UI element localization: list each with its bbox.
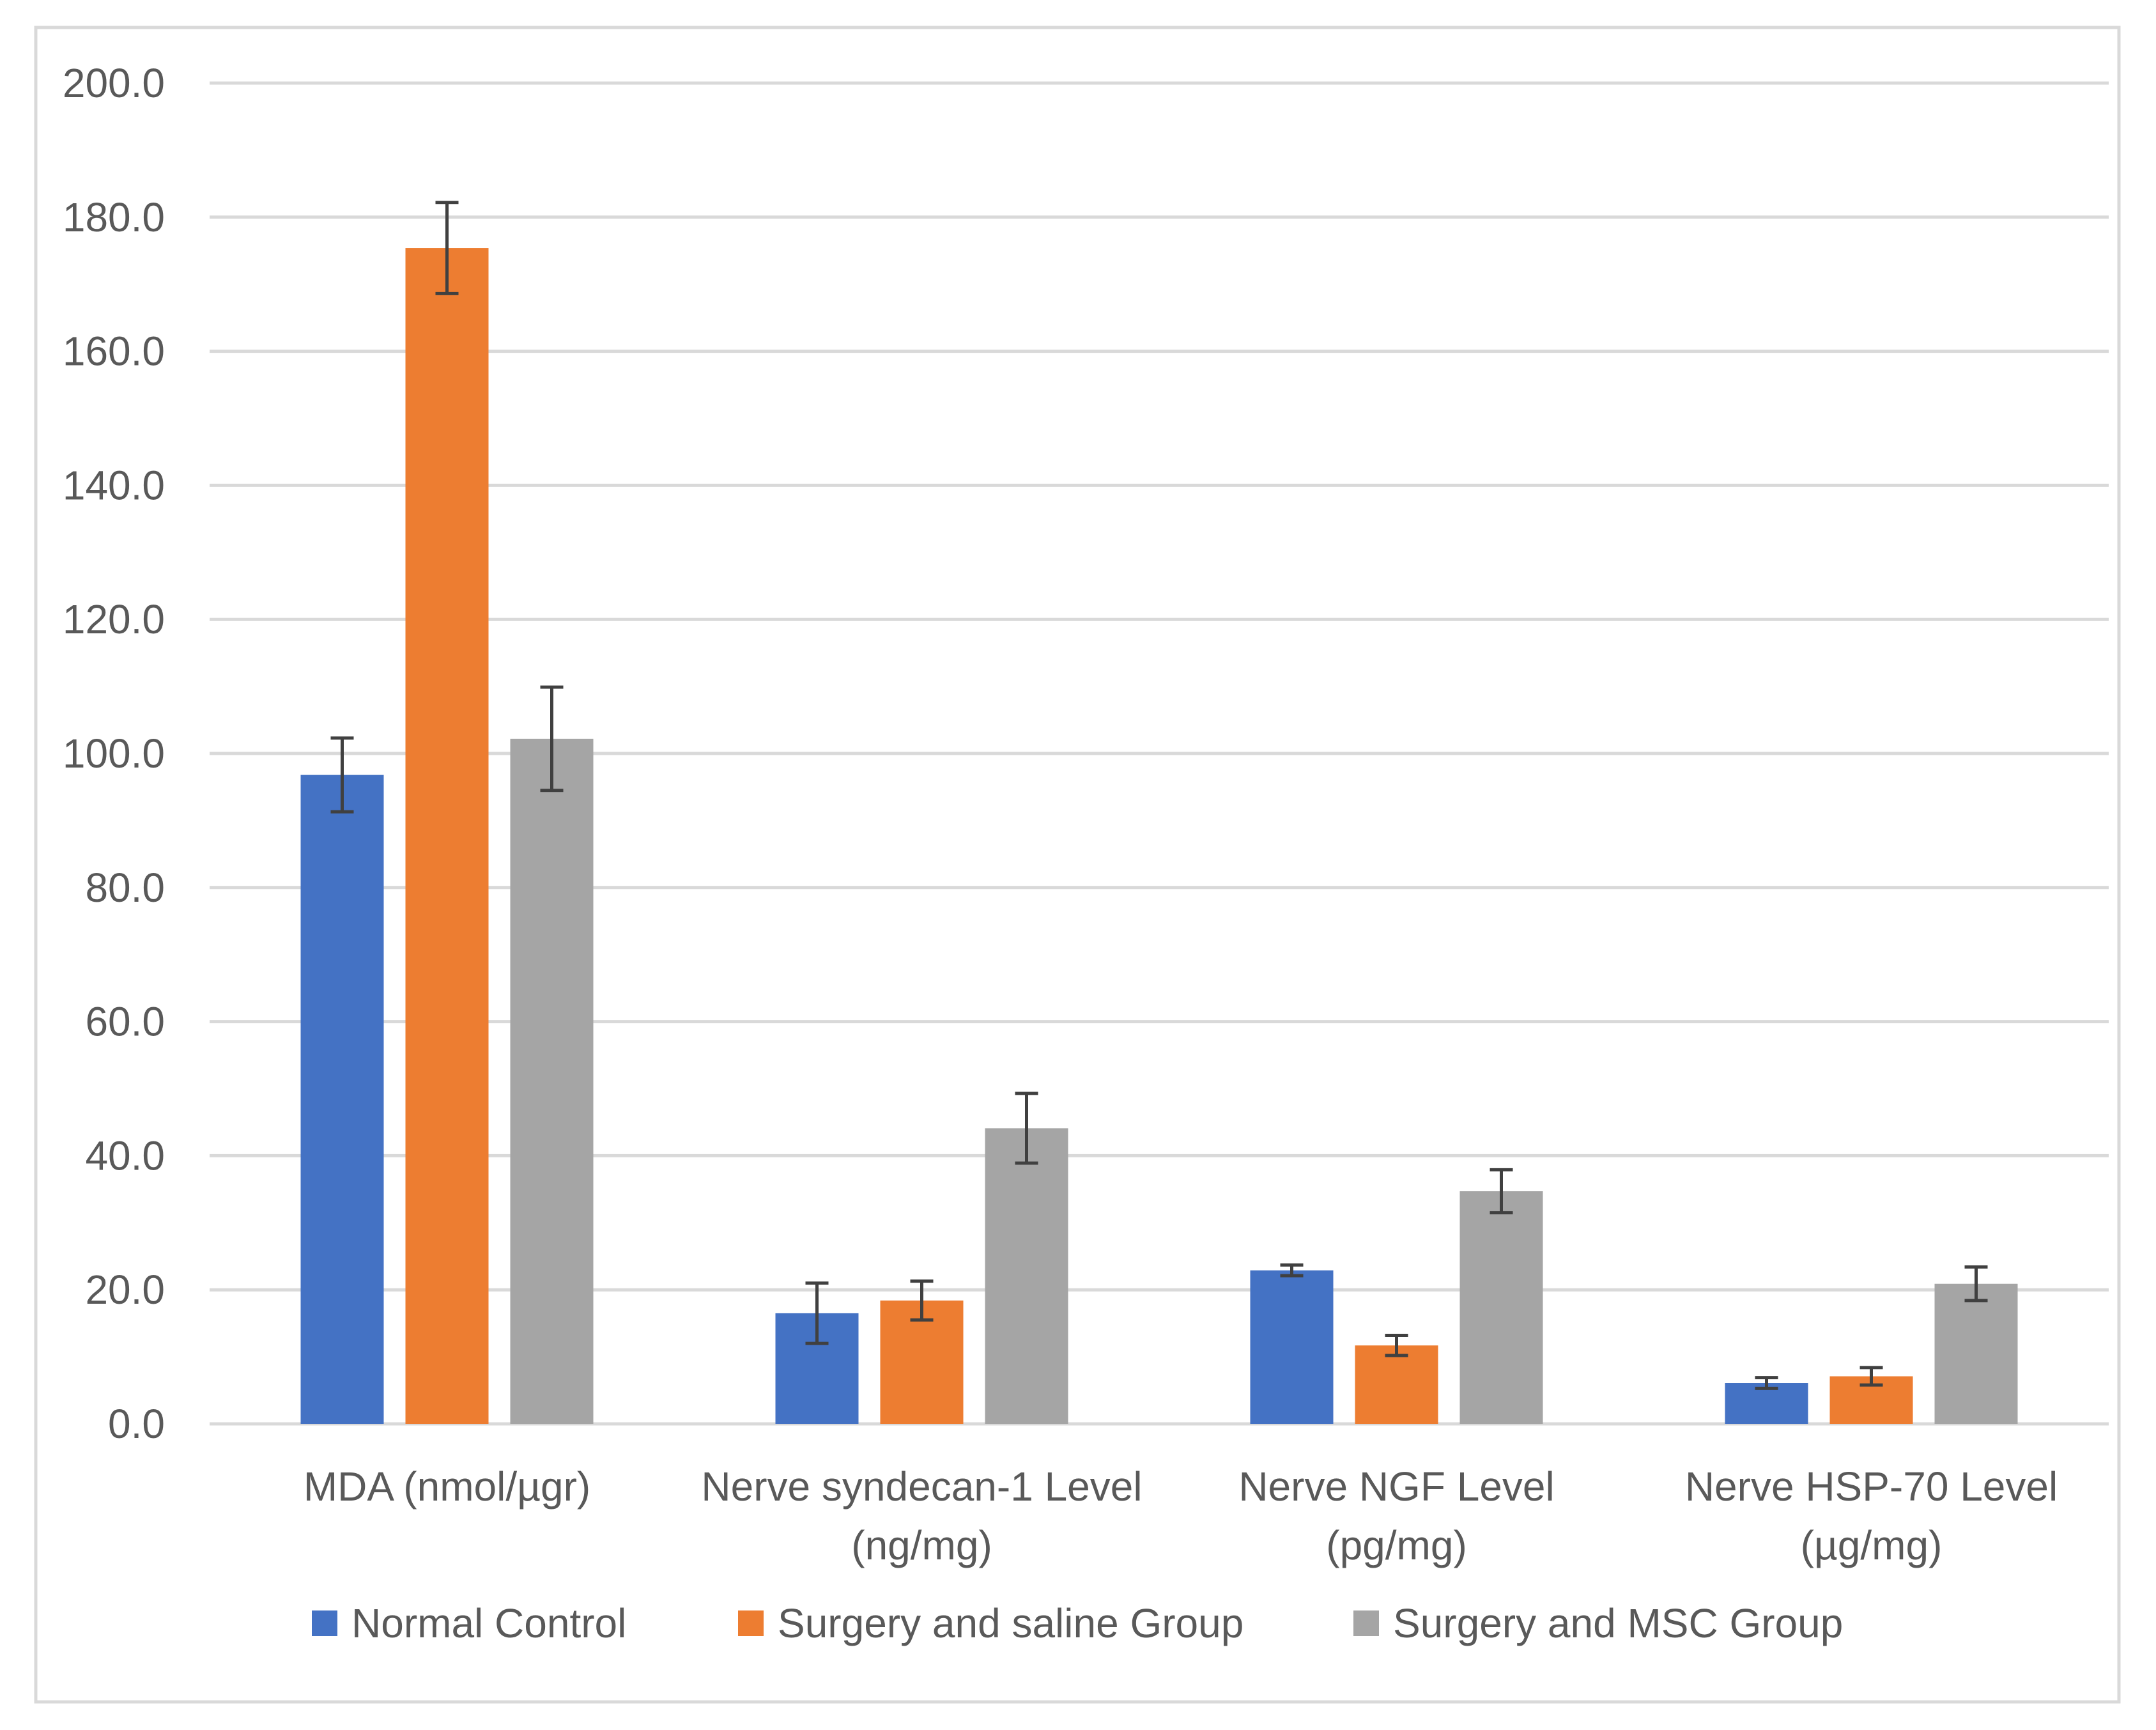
y-tick-label: 160.0 bbox=[63, 328, 165, 375]
y-tick-label: 80.0 bbox=[85, 865, 165, 911]
bar bbox=[1459, 1191, 1543, 1424]
y-axis-ticks: 0.0 20.0 40.0 60.0 80.0 100.0 120.0 140.0 160.0 1… bbox=[63, 60, 165, 1447]
legend-swatch bbox=[312, 1610, 337, 1636]
y-tick-label: 120.0 bbox=[63, 596, 165, 642]
legend-swatch bbox=[738, 1610, 764, 1636]
x-category-label: Nerve HSP-70 Level bbox=[1685, 1464, 2058, 1510]
bar bbox=[1355, 1345, 1438, 1424]
x-axis-categories: MDA (nmol/µgr) Nerve syndecan-1 Level (ng/… bbox=[304, 1464, 2058, 1568]
bar bbox=[985, 1128, 1068, 1424]
bars bbox=[300, 248, 2018, 1425]
legend-swatch bbox=[1353, 1610, 1379, 1636]
x-category-label: MDA (nmol/µgr) bbox=[304, 1464, 590, 1510]
legend-label: Surgery and MSC Group bbox=[1393, 1600, 1843, 1646]
bar bbox=[1934, 1283, 2018, 1424]
y-tick-label: 40.0 bbox=[85, 1132, 165, 1178]
bar bbox=[510, 738, 594, 1424]
legend-item: Surgery and saline Group bbox=[738, 1600, 1244, 1646]
legend-label: Normal Control bbox=[351, 1600, 626, 1646]
legend-item: Normal Control bbox=[312, 1600, 626, 1646]
x-category-label: Nerve NGF Level bbox=[1238, 1464, 1554, 1510]
y-tick-label: 100.0 bbox=[63, 730, 165, 776]
bar bbox=[405, 248, 489, 1425]
y-tick-label: 140.0 bbox=[63, 462, 165, 508]
legend: Normal Control Surgery and saline Group Su… bbox=[312, 1600, 1843, 1646]
y-tick-label: 200.0 bbox=[63, 60, 165, 106]
x-category-label: (µg/mg) bbox=[1801, 1522, 1943, 1568]
y-tick-label: 180.0 bbox=[63, 194, 165, 240]
bar bbox=[300, 775, 384, 1424]
x-category-label: (pg/mg) bbox=[1326, 1522, 1467, 1568]
y-tick-label: 20.0 bbox=[85, 1267, 165, 1313]
legend-item: Surgery and MSC Group bbox=[1353, 1600, 1843, 1646]
legend-label: Surgery and saline Group bbox=[778, 1600, 1244, 1646]
y-tick-label: 0.0 bbox=[108, 1401, 165, 1447]
bar bbox=[1250, 1270, 1334, 1424]
y-tick-label: 60.0 bbox=[85, 999, 165, 1045]
error-bars bbox=[330, 201, 1988, 1390]
x-category-label: (ng/mg) bbox=[851, 1522, 992, 1568]
x-category-label: Nerve syndecan-1 Level bbox=[701, 1464, 1142, 1510]
